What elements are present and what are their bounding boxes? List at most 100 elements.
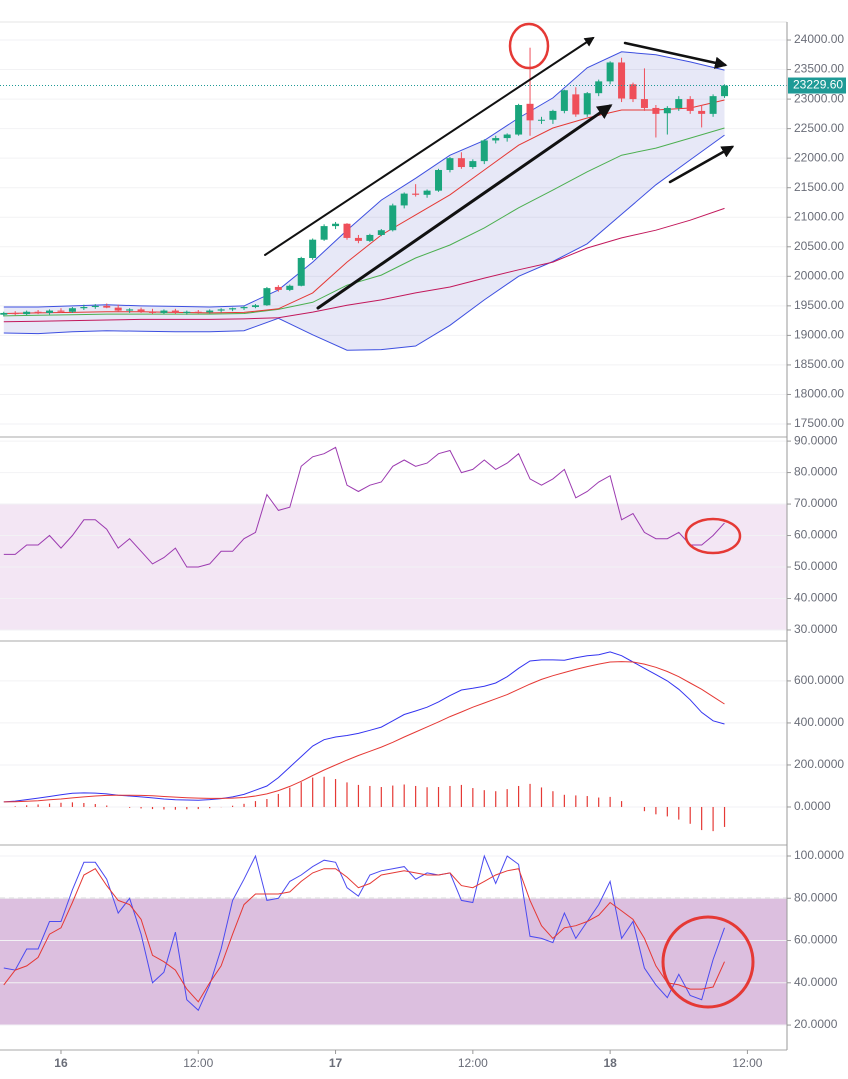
- y-tick-label: 23000.00: [794, 91, 844, 105]
- y-tick-label: 24000.00: [794, 32, 844, 46]
- candle-body: [423, 190, 431, 195]
- candle-body: [503, 134, 511, 139]
- line: [3, 868, 725, 1003]
- line: [3, 207, 725, 323]
- trend-arrow: [623, 41, 728, 69]
- y-tick-label: 30.0000: [794, 622, 838, 636]
- candle-body: [46, 310, 54, 313]
- candle-body: [297, 258, 305, 286]
- candle-body: [595, 81, 603, 94]
- candle-body: [400, 193, 408, 206]
- candle-body: [354, 237, 362, 241]
- candle-body: [206, 310, 214, 313]
- candle-body: [446, 158, 454, 170]
- last-price-box: [788, 77, 846, 94]
- y-tick-label: 20500.00: [794, 239, 844, 253]
- y-tick-label: 19000.00: [794, 328, 844, 342]
- candle-body: [217, 309, 225, 311]
- bollinger-upper: [3, 51, 725, 308]
- x-tick-label: 17: [329, 1056, 343, 1070]
- candle-body: [675, 99, 683, 108]
- candle-body: [698, 110, 706, 114]
- candle-body: [320, 226, 328, 240]
- candle-body: [480, 140, 488, 162]
- line: [3, 651, 725, 803]
- candle-body: [126, 309, 134, 311]
- y-tick-label: 17500.00: [794, 416, 844, 430]
- y-tick-label: 60.0000: [794, 528, 838, 542]
- line: [3, 127, 725, 317]
- candle-body: [663, 107, 671, 114]
- highlight-circle: [684, 517, 742, 555]
- candle-body: [229, 308, 237, 310]
- candle-body: [57, 310, 65, 312]
- x-tick-label: 16: [54, 1056, 68, 1070]
- y-tick-label: 600.0000: [794, 673, 844, 687]
- candle-body: [709, 96, 717, 114]
- candle-body: [606, 62, 614, 82]
- candle-body: [68, 308, 76, 312]
- y-tick-label: 20000.00: [794, 268, 844, 282]
- y-tick-label: 21500.00: [794, 180, 844, 194]
- annotations: [264, 22, 755, 1009]
- highlight-circle: [508, 22, 550, 70]
- y-tick-label: 0.0000: [794, 799, 831, 813]
- candle-body: [171, 310, 179, 313]
- x-tick-label: 12:00: [183, 1056, 213, 1070]
- y-tick-label: 23500.00: [794, 62, 844, 76]
- trend-arrow: [668, 145, 735, 184]
- candle-body: [721, 85, 729, 97]
- bollinger-lower: [3, 134, 725, 351]
- candle-body: [240, 307, 248, 309]
- candle-body: [332, 223, 340, 227]
- y-tick-label: 90.0000: [794, 433, 838, 447]
- candle-body: [160, 310, 168, 313]
- candle-body: [274, 286, 282, 290]
- y-tick-label: 22000.00: [794, 150, 844, 164]
- y-tick-label: 50.0000: [794, 559, 838, 573]
- candle-body: [366, 234, 374, 241]
- candle-body: [263, 288, 271, 306]
- candle-body: [286, 285, 294, 290]
- bollinger-fill: [3, 51, 725, 351]
- candle-body: [34, 311, 42, 313]
- candle-body: [469, 161, 477, 168]
- candle-body: [389, 205, 397, 231]
- candle-body: [80, 307, 88, 309]
- candle-body: [103, 305, 111, 308]
- candle-body: [343, 223, 351, 238]
- candle-body: [435, 169, 443, 191]
- y-tick-label: 70.0000: [794, 496, 838, 510]
- candle-body: [618, 62, 626, 99]
- candle-body: [137, 309, 145, 312]
- candle-body: [194, 311, 202, 313]
- candle-body: [309, 239, 317, 259]
- trend-arrow: [264, 36, 595, 256]
- candle-body: [549, 110, 557, 120]
- x-tick-label: 18: [603, 1056, 617, 1070]
- candle-body: [91, 305, 99, 308]
- y-tick-label: 18000.00: [794, 387, 844, 401]
- last-price-label: 23229.60: [793, 78, 843, 92]
- candle-body: [377, 230, 385, 235]
- y-tick-label: 20.0000: [794, 1017, 838, 1031]
- candle-body: [526, 103, 534, 121]
- x-tick-label: 12:00: [458, 1056, 488, 1070]
- y-tick-label: 21000.00: [794, 209, 844, 223]
- y-tick-label: 22500.00: [794, 121, 844, 135]
- candle-body: [183, 311, 191, 313]
- y-tick-label: 400.0000: [794, 715, 844, 729]
- candle-body: [515, 105, 523, 135]
- x-tick-label: 12:00: [732, 1056, 762, 1070]
- candle-body: [686, 99, 694, 111]
- candle-body: [412, 193, 420, 195]
- y-tick-label: 80.0000: [794, 465, 838, 479]
- candle-body: [492, 138, 500, 141]
- y-tick-label: 19500.00: [794, 298, 844, 312]
- candle-body: [629, 84, 637, 100]
- candle-body: [572, 94, 580, 115]
- candle-body: [0, 312, 8, 315]
- highlight-circle: [661, 915, 755, 1009]
